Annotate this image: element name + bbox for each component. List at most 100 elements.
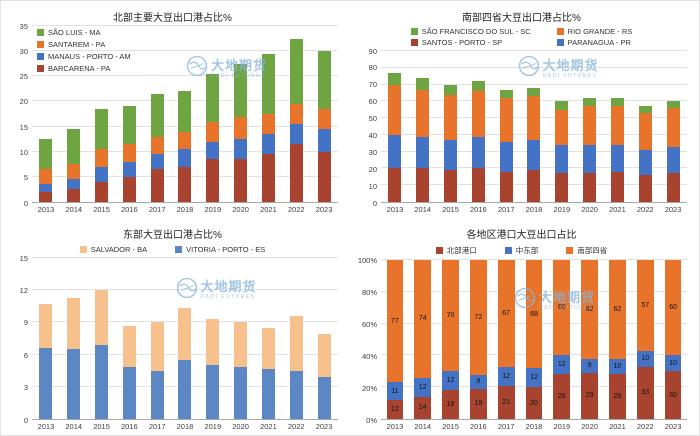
x-tick-label: 2017 xyxy=(148,205,166,214)
legend-item: 北部港口 xyxy=(435,245,477,256)
x-axis: 2013 2014 2015 2016 2017 2018 2019 2020 2021 2022… xyxy=(356,420,687,431)
bar-segment xyxy=(95,344,109,419)
legend-label: SÃO FRANCISCO DO SUL - SC xyxy=(421,27,531,36)
legend-label: SÃO LUIS - MA xyxy=(48,28,101,37)
bar-slot xyxy=(381,51,409,202)
x-tick-label: 2022 xyxy=(636,205,654,214)
y-tick-label: 100% xyxy=(357,255,377,265)
y-tick-label: 9 xyxy=(23,318,28,328)
bar-segment xyxy=(95,149,109,167)
bar-segment xyxy=(206,319,220,366)
legend-label: SANTAREM - PA xyxy=(48,40,106,49)
x-tick-label: 2015 xyxy=(442,205,459,214)
chart-east-ports: 东部大豆出口港占比% SALVADOR - BA VITORIA - PORTO … xyxy=(1,218,350,435)
x-tick-label: 2017 xyxy=(497,205,515,214)
bar-segment xyxy=(444,84,458,95)
bar-segment xyxy=(499,141,513,172)
x-tick-label: 2016 xyxy=(121,205,138,214)
y-tick-label: 12 xyxy=(19,285,28,295)
bar-slot: 20 12 68 xyxy=(520,260,548,419)
x-axis: 2013 2014 2015 2016 2017 2018 2019 2020 2021 2022… xyxy=(356,203,687,214)
bar-segment xyxy=(638,175,652,202)
x-tick-label: 2023 xyxy=(315,205,333,214)
bar-segment: 33 xyxy=(636,366,654,419)
bar-segment xyxy=(150,136,164,155)
legend-label: VITORIA - PORTO - ES xyxy=(186,245,266,254)
x-tick-label: 2017 xyxy=(148,422,166,431)
bar-segment xyxy=(471,81,485,92)
bar-2021 xyxy=(261,26,275,202)
bar-segment xyxy=(67,349,81,419)
x-tick-label: 2016 xyxy=(470,422,487,431)
y-tick-label: 40 xyxy=(368,130,377,140)
bar-slot: 33 10 57 xyxy=(631,260,659,419)
plot xyxy=(32,257,338,420)
x-tick-label: 2023 xyxy=(664,205,682,214)
bar-2022: 33 10 57 xyxy=(636,260,654,419)
bar-segment: 18 xyxy=(442,390,459,419)
bar-slot: 29 9 62 xyxy=(576,260,604,419)
bar-segment xyxy=(178,91,192,132)
bar-segment xyxy=(261,134,275,155)
legend-item: VITORIA - PORTO - ES xyxy=(175,245,265,254)
bar-2020 xyxy=(234,258,248,419)
bar-2018 xyxy=(178,258,192,419)
bar-segment xyxy=(388,72,402,85)
bar-segment xyxy=(234,63,248,117)
x-tick-label: 2015 xyxy=(442,422,459,431)
bar-2018 xyxy=(178,26,192,202)
bar-segment xyxy=(150,322,164,371)
bar-segment xyxy=(178,308,192,360)
bar-segment xyxy=(583,106,597,145)
bar-segment xyxy=(39,184,53,192)
bar-segment xyxy=(610,98,624,107)
gridline xyxy=(381,50,687,51)
bar-slot xyxy=(631,51,659,202)
bar-segment xyxy=(261,327,275,369)
bar-segment: 67 xyxy=(497,260,515,367)
bar-segment xyxy=(39,304,53,349)
x-tick-label: 2019 xyxy=(553,422,571,431)
y-tick-label: 40% xyxy=(361,351,377,361)
bar-2021: 28 10 62 xyxy=(609,260,626,419)
bar-segment: 62 xyxy=(609,260,626,359)
bar-slot xyxy=(659,51,687,202)
bar-segment: 12 xyxy=(553,355,571,375)
bar-segment xyxy=(261,114,275,135)
plot-area: 0 3 6 9 12 15 xyxy=(7,254,338,423)
bar-slot xyxy=(227,258,255,419)
bar-2021 xyxy=(261,258,275,419)
bar-segment xyxy=(471,168,485,202)
bar-segment: 12 xyxy=(414,377,432,397)
bar-2014 xyxy=(416,51,430,202)
bar-slot xyxy=(520,51,548,202)
bar-segment xyxy=(555,173,569,202)
bar-segment: 10 xyxy=(636,350,654,367)
bar-2015 xyxy=(95,26,109,202)
legend-item: SANTOS - PORTO - SP xyxy=(410,38,531,47)
legend-label: MANAUS - PORTO - AM xyxy=(48,52,131,61)
x-tick-label: 2021 xyxy=(260,422,277,431)
bar-segment xyxy=(122,176,136,202)
bar-2021 xyxy=(610,51,624,202)
plot-area: 0 10 20 30 40 50 60 70 80 90 xyxy=(356,47,687,206)
bar-segment xyxy=(289,370,303,419)
bar-slot xyxy=(437,51,465,202)
bar-2023 xyxy=(317,26,331,202)
legend-swatch-icon xyxy=(79,246,87,253)
bar-slot: 21 12 67 xyxy=(492,260,520,419)
bar-segment xyxy=(150,169,164,202)
chart-body: SALVADOR - BA VITORIA - PORTO - ES 0 3 6 9 12 1… xyxy=(7,243,338,431)
bar-slot: 28 10 62 xyxy=(604,260,632,419)
x-tick-label: 2022 xyxy=(287,422,305,431)
bar-segment: 12 xyxy=(497,366,515,386)
legend-item: MANAUS - PORTO - AM xyxy=(37,52,131,61)
x-tick-label: 2015 xyxy=(93,205,110,214)
bar-slot xyxy=(88,26,116,202)
bar-segment: 12 xyxy=(442,371,459,391)
bar-segment xyxy=(234,322,248,368)
bar-segment xyxy=(666,173,680,202)
bar-segment: 14 xyxy=(414,396,432,419)
bar-segment xyxy=(555,109,569,145)
bar-segment xyxy=(39,348,53,419)
